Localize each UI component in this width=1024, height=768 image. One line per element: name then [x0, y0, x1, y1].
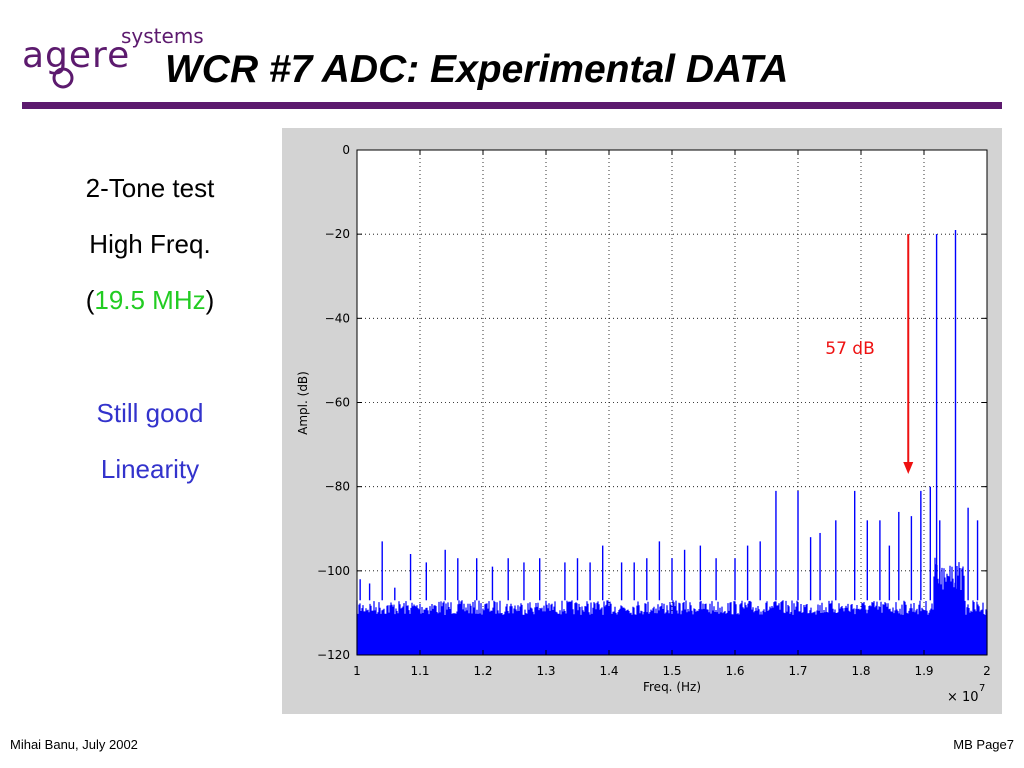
footer-page: MB Page7 — [953, 737, 1014, 752]
logo-sub-text: systems — [121, 24, 204, 48]
y-tick-label: −40 — [325, 311, 350, 325]
x-tick-label: 1.3 — [536, 664, 555, 678]
x-tick-label: 1.9 — [914, 664, 933, 678]
page-title: WCR #7 ADC: Experimental DATA — [165, 48, 789, 91]
annotation-arrow-head — [903, 462, 914, 475]
y-tick-label: −80 — [325, 480, 350, 494]
footer-author: Mihai Banu, July 2002 — [10, 737, 138, 752]
logo-swirl — [52, 67, 74, 89]
x-tick-label: 1.7 — [788, 664, 807, 678]
paren-open: ( — [85, 285, 95, 315]
x-tick-label: 1.4 — [599, 664, 618, 678]
x-tick-label: 1.6 — [725, 664, 744, 678]
x-tick-labels: 1 1.1 1.2 1.3 1.4 1.5 1.6 1.7 1.8 1.9 2 — [353, 664, 991, 678]
frequency-value: 19.5 MHz — [94, 285, 206, 315]
x-tick-label: 2 — [983, 664, 991, 678]
y-tick-label: −100 — [317, 564, 350, 578]
annotation-label: 57 dB — [825, 339, 875, 359]
logo-main-text: agere — [22, 35, 130, 76]
x-axis-label: Freq. (Hz) — [643, 680, 701, 694]
dynamic-range-annotation — [903, 234, 914, 475]
x-tick-label: 1.1 — [410, 664, 429, 678]
spectrum-plot-panel: 1 1.1 1.2 1.3 1.4 1.5 1.6 1.7 1.8 1.9 2 0 −20 −40 −60… — [282, 128, 1002, 714]
title-divider — [22, 102, 1002, 109]
test-type-text: 2-Tone test — [85, 173, 215, 203]
spectrum-chart: 1 1.1 1.2 1.3 1.4 1.5 1.6 1.7 1.8 1.9 2 0 −20 −40 −60… — [296, 143, 991, 705]
y-axis-label: Ampl. (dB) — [296, 371, 310, 435]
y-tick-label: −20 — [325, 227, 350, 241]
x-tick-label: 1.5 — [662, 664, 681, 678]
frequency-band-text: High Freq. — [89, 229, 211, 259]
x-tick-label: 1.2 — [473, 664, 492, 678]
y-tick-label: −120 — [317, 648, 350, 662]
x-multiplier-label: × 10 — [947, 690, 979, 705]
spur-lines — [359, 486, 979, 601]
tone-lines — [935, 229, 957, 601]
x-multiplier-exponent: 7 — [979, 683, 985, 694]
frequency-value-line: (19.5 MHz) — [40, 285, 260, 316]
conclusion-line-2: Linearity — [100, 454, 200, 484]
paren-close: ) — [205, 285, 215, 315]
axis-ticks — [356, 149, 988, 656]
y-tick-labels: 0 −20 −40 −60 −80 −100 −120 — [317, 143, 350, 662]
agere-systems-logo: systems agere — [22, 24, 204, 89]
x-tick-label: 1.8 — [851, 664, 870, 678]
y-tick-label: −60 — [325, 396, 350, 410]
conclusion-line-1: Still good — [96, 398, 204, 428]
y-tick-label: 0 — [342, 143, 350, 157]
x-tick-label: 1 — [353, 664, 361, 678]
